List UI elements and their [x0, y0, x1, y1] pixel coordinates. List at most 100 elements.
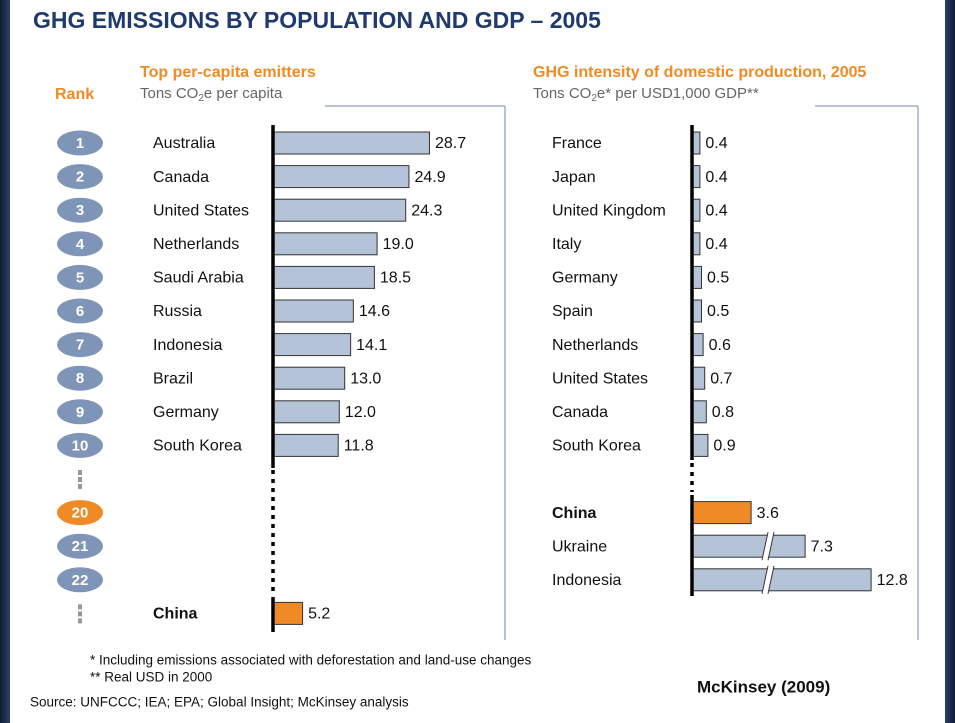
category-label: Japan — [552, 169, 596, 186]
category-label: South Korea — [153, 438, 242, 455]
category-label: Germany — [153, 404, 219, 421]
rank-label: 2 — [76, 169, 84, 186]
rank-label: 1 — [76, 135, 84, 152]
bar — [693, 232, 701, 256]
category-label: Canada — [153, 169, 209, 186]
category-label: Germany — [552, 270, 618, 287]
bar — [693, 400, 707, 424]
axis-break — [767, 565, 775, 594]
value-label: 0.9 — [713, 438, 735, 455]
category-label: Ukraine — [552, 538, 607, 555]
axis-break — [762, 532, 774, 561]
rank-badge — [57, 567, 103, 593]
category-label: Saudi Arabia — [153, 270, 244, 287]
bar — [274, 400, 340, 424]
rank-badge — [57, 264, 103, 290]
rank-badge — [57, 533, 103, 559]
bar — [274, 265, 375, 289]
bar — [274, 165, 410, 189]
category-label: China — [153, 606, 198, 623]
value-label: 0.5 — [707, 270, 729, 287]
bar — [693, 534, 806, 558]
ellipsis-dot — [78, 477, 82, 482]
value-label: 12.8 — [877, 572, 908, 589]
category-label: France — [552, 135, 602, 152]
value-label: 12.0 — [345, 404, 376, 421]
bar — [693, 131, 701, 155]
value-label: 13.0 — [350, 370, 381, 387]
bar — [693, 433, 709, 457]
credit: McKinsey (2009) — [697, 677, 830, 696]
category-label: United States — [153, 202, 249, 219]
value-label: 14.6 — [359, 303, 390, 320]
rank-label: 9 — [76, 404, 84, 421]
category-label: Australia — [153, 135, 215, 152]
category-label: Russia — [153, 303, 202, 320]
rank-badge — [57, 164, 103, 190]
category-label: Netherlands — [153, 236, 239, 253]
value-label: 0.5 — [707, 303, 729, 320]
rank-label: 8 — [76, 370, 84, 387]
category-label: United States — [552, 370, 648, 387]
value-label: 18.5 — [380, 270, 411, 287]
footnote: * Including emissions associated with de… — [90, 653, 532, 668]
category-label: Indonesia — [153, 337, 222, 354]
value-label: 0.7 — [710, 370, 732, 387]
bar — [274, 232, 378, 256]
rank-label: 3 — [76, 202, 84, 219]
rank-label: 22 — [72, 572, 89, 589]
bar — [274, 131, 430, 155]
value-label: 0.8 — [712, 404, 734, 421]
bar — [274, 299, 354, 323]
rank-badge — [57, 399, 103, 425]
rank-badge — [57, 332, 103, 358]
category-label: South Korea — [552, 438, 641, 455]
rank-badge — [57, 197, 103, 223]
category-label: Brazil — [153, 370, 193, 387]
value-label: 19.0 — [383, 236, 414, 253]
rank-label: 10 — [72, 437, 89, 454]
value-label: 0.4 — [705, 236, 727, 253]
rank-badge — [57, 500, 103, 526]
rank-label: 4 — [76, 236, 85, 253]
category-label: China — [552, 505, 597, 522]
source: Source: UNFCCC; IEA; EPA; Global Insight… — [30, 695, 409, 710]
value-label: 0.6 — [709, 337, 731, 354]
bar — [693, 333, 704, 357]
value-label: 0.4 — [705, 169, 727, 186]
value-label: 24.3 — [411, 202, 442, 219]
subtitle-part: 2 — [198, 93, 204, 104]
category-label: United Kingdom — [552, 202, 666, 219]
category-label: Indonesia — [552, 572, 621, 589]
category-label: Netherlands — [552, 337, 638, 354]
panel-subtitle: Tons CO2e* per USD1,000 GDP** — [533, 85, 759, 104]
value-label: 14.1 — [356, 337, 387, 354]
ellipsis-dot — [78, 604, 82, 610]
bar — [693, 501, 752, 525]
axis-break — [762, 565, 774, 594]
rank-label: 20 — [72, 505, 89, 522]
subtitle-part: 2 — [591, 93, 597, 104]
category-label: Italy — [552, 236, 581, 253]
rank-badge — [57, 298, 103, 324]
panel-title: GHG intensity of domestic production, 20… — [533, 64, 866, 81]
bar — [693, 299, 702, 323]
rank-label: 6 — [76, 303, 84, 320]
bar — [693, 366, 706, 390]
bar — [274, 601, 304, 625]
axis-break — [761, 532, 769, 561]
axis-break — [767, 532, 775, 561]
bar — [693, 265, 702, 289]
rank-badge — [57, 231, 103, 257]
rank-badge — [57, 365, 103, 391]
subtitle-part: e* per USD1,000 GDP** — [597, 85, 759, 102]
value-label: 28.7 — [435, 135, 466, 152]
bar — [274, 366, 346, 390]
ellipsis-dot — [78, 611, 82, 617]
bar — [274, 433, 339, 457]
axis-break — [761, 565, 769, 594]
subtitle-part: e per capita — [204, 85, 283, 102]
slide — [10, 0, 945, 723]
